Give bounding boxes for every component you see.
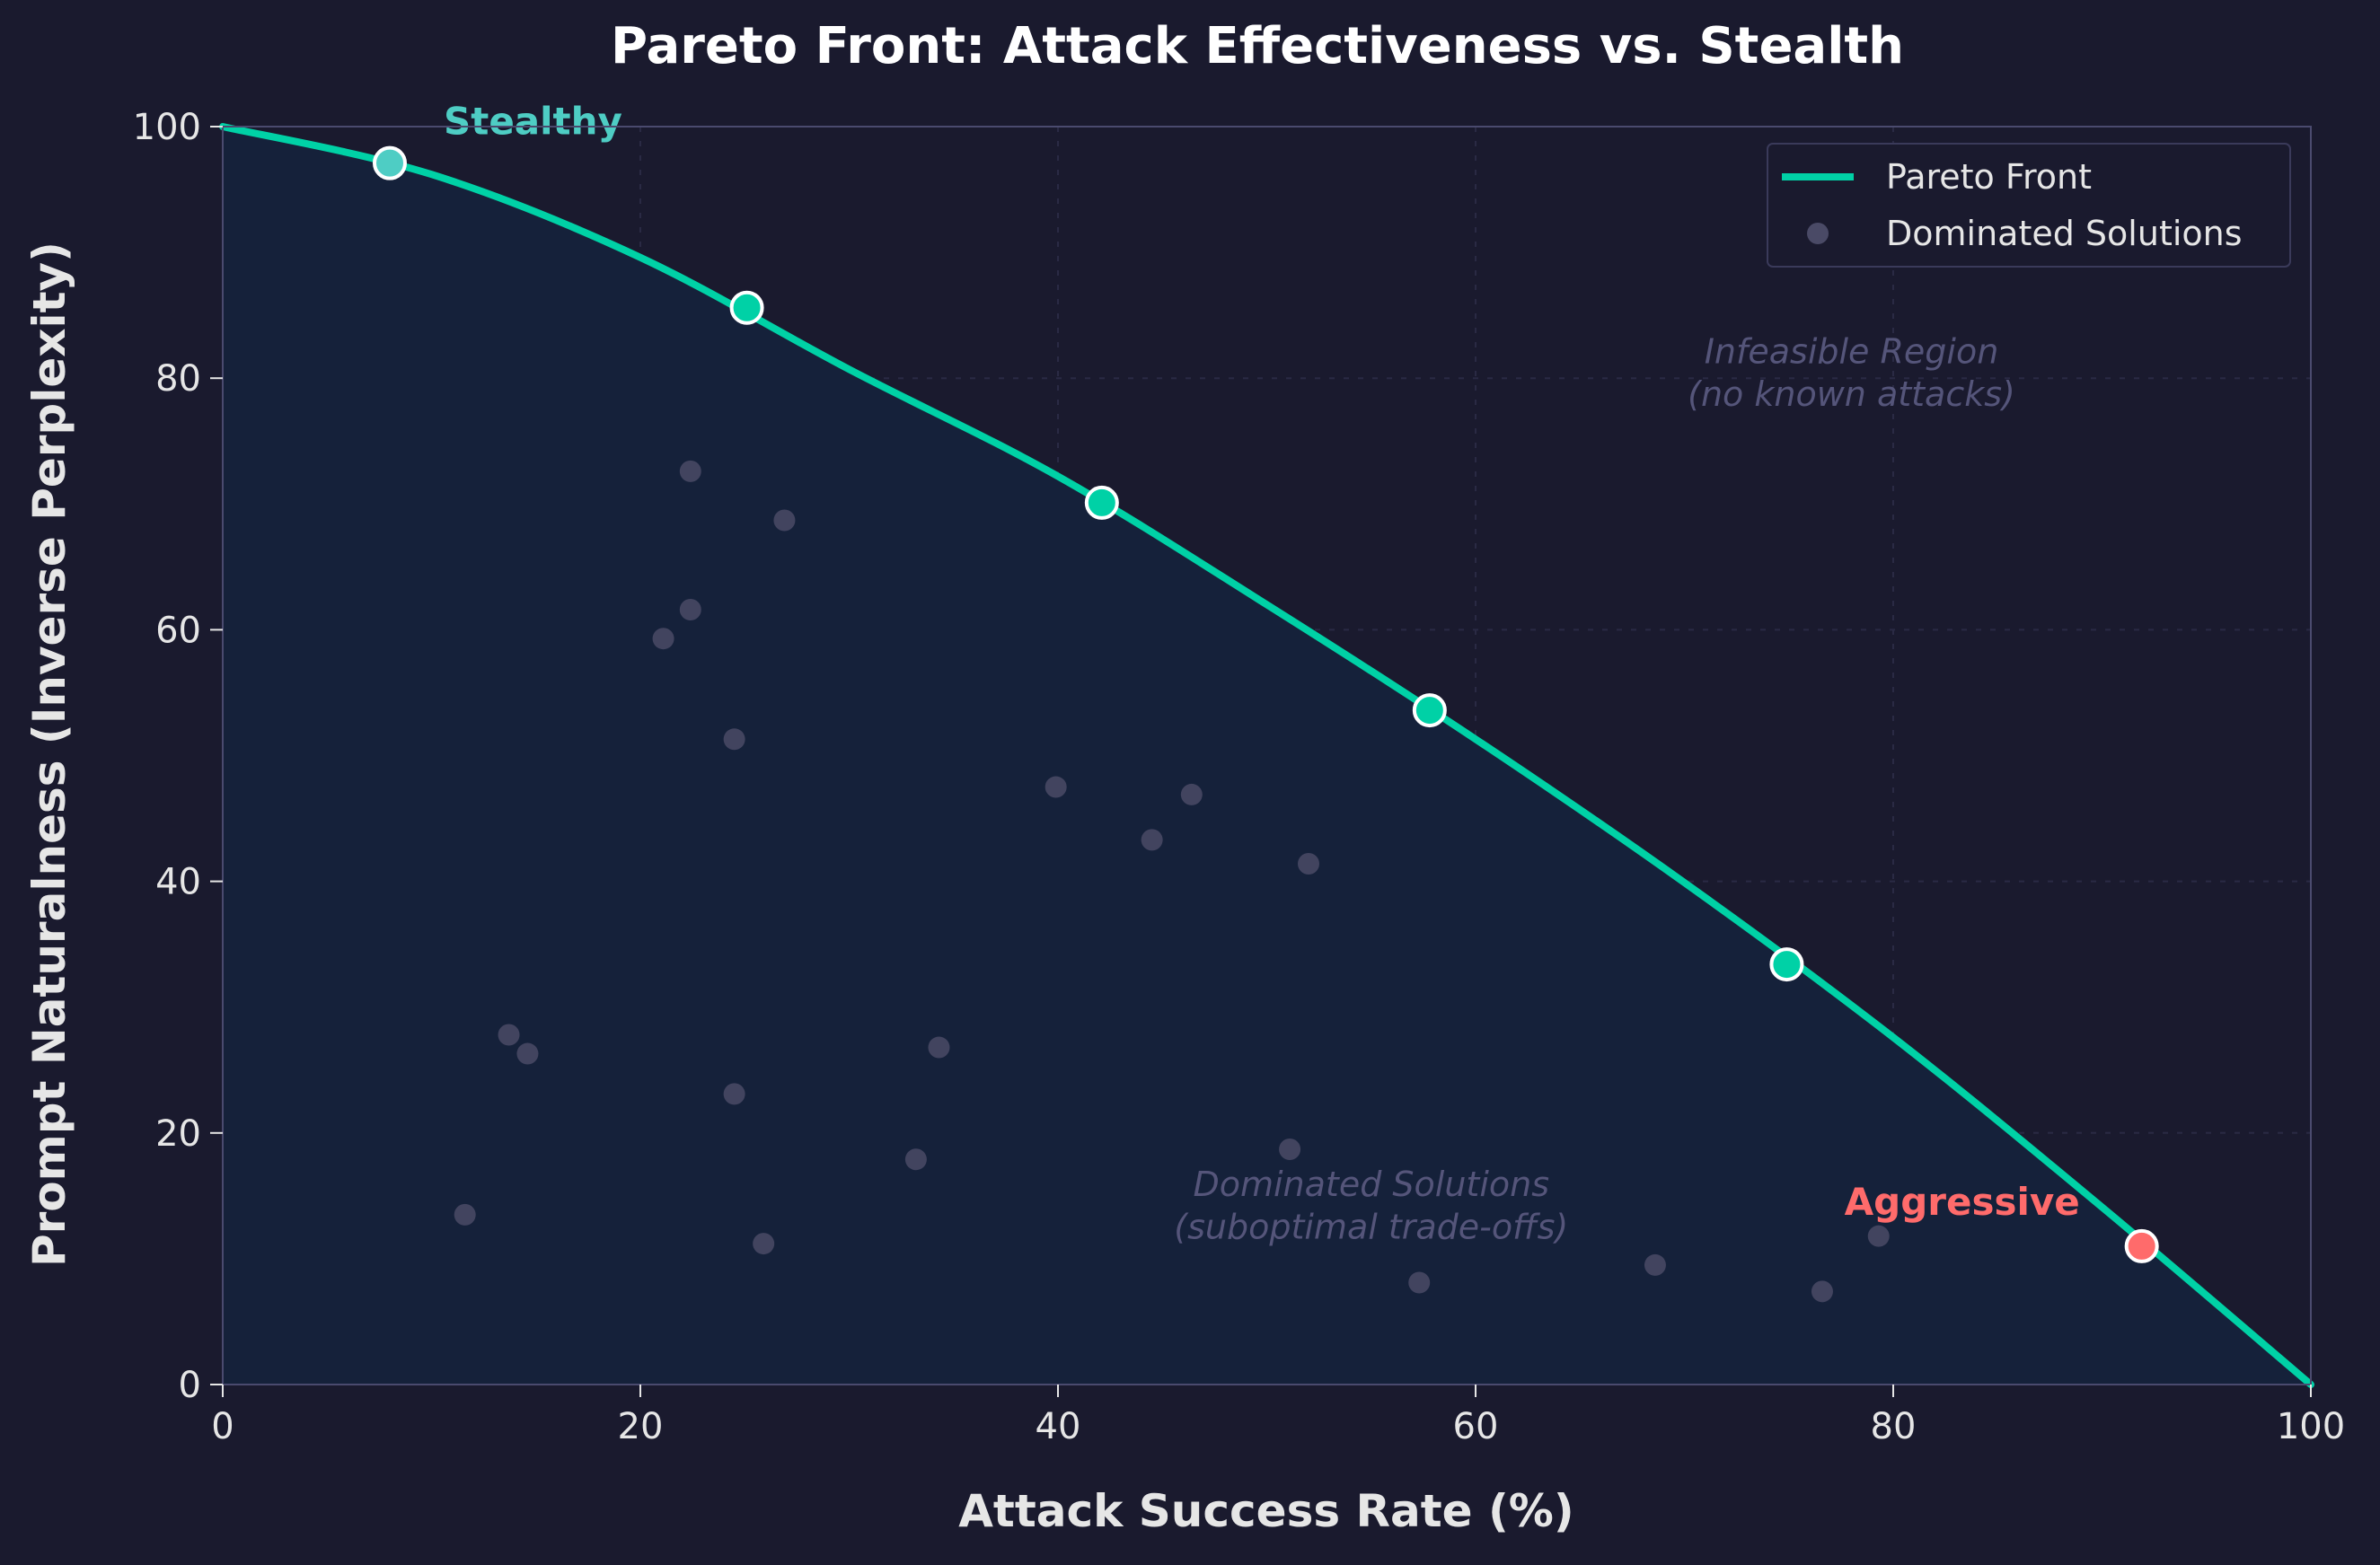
pareto-point <box>729 290 764 325</box>
pareto-point <box>2124 1228 2159 1263</box>
pareto-front-points <box>373 145 2159 1263</box>
infeasible-region-label: Infeasible Region <box>1705 331 1999 371</box>
dominated-point <box>723 728 745 751</box>
dominated-point <box>1045 776 1067 798</box>
plot-frame <box>222 126 2312 1385</box>
dominated-region-sublabel: (suboptimal trade-offs) <box>1174 1207 1568 1246</box>
pareto-point <box>373 145 407 180</box>
stealthy-label: Stealthy <box>444 100 622 144</box>
x-axis-label: Attack Success Rate (%) <box>958 1485 1574 1537</box>
dominated-region-label: Dominated Solutions <box>1193 1165 1549 1204</box>
dominated-point <box>1811 1280 1833 1303</box>
legend: Pareto Front Dominated Solutions <box>1767 143 2291 268</box>
x-tick-label: 100 <box>2277 1406 2345 1447</box>
dominated-point <box>498 1024 520 1046</box>
dominated-points <box>454 460 1890 1303</box>
dominated-point <box>1867 1225 1890 1247</box>
x-tick-label: 20 <box>618 1406 664 1447</box>
legend-pareto-label: Pareto Front <box>1886 157 2092 197</box>
pareto-front-line <box>219 123 2314 1388</box>
dominated-point <box>1279 1139 1301 1161</box>
pareto-point <box>1084 485 1119 520</box>
dominated-point <box>904 1148 927 1171</box>
dominated-point <box>679 598 701 620</box>
dominated-point <box>1644 1253 1666 1276</box>
chart-title: Pareto Front: Attack Effectiveness vs. S… <box>611 17 1904 75</box>
legend-dominated-label: Dominated Solutions <box>1886 214 2243 253</box>
dominated-point <box>773 509 796 532</box>
pareto-point <box>1412 693 1447 728</box>
dominated-point <box>928 1036 950 1059</box>
x-tick-label: 80 <box>1871 1406 1917 1447</box>
y-tick-label: 60 <box>155 610 201 651</box>
y-tick-label: 40 <box>155 862 201 903</box>
pareto-point <box>1769 947 1804 982</box>
y-tick-label: 80 <box>155 358 201 400</box>
dominated-point <box>1180 783 1203 805</box>
y-tick-label: 20 <box>155 1113 201 1155</box>
x-tick-label: 60 <box>1453 1406 1499 1447</box>
x-tick-label: 40 <box>1036 1406 1081 1447</box>
dominated-point <box>723 1083 745 1105</box>
plot-area: Infeasible Region (no known attacks) Dom… <box>219 100 2314 1388</box>
legend-dominated-swatch <box>1807 223 1829 244</box>
dominated-point <box>652 628 674 650</box>
dominated-point <box>516 1042 539 1065</box>
y-tick-label: 100 <box>133 107 201 148</box>
dominated-point <box>679 460 701 482</box>
x-axis-ticks: 0 20 40 60 80 100 <box>211 1385 2345 1447</box>
x-tick-label: 0 <box>211 1406 234 1447</box>
dominated-point <box>1141 829 1163 851</box>
y-axis-label: Prompt Naturalness (Inverse Perplexity) <box>23 242 75 1267</box>
dominated-point <box>454 1203 476 1226</box>
pareto-front-fill <box>223 127 2311 1385</box>
dominated-point <box>1298 852 1319 875</box>
legend-box <box>1767 143 2291 268</box>
y-tick-label: 0 <box>179 1365 201 1406</box>
dominated-point <box>753 1233 775 1255</box>
dominated-point <box>1408 1271 1431 1294</box>
y-axis-ticks: 0 20 40 60 80 100 <box>133 107 223 1406</box>
infeasible-region-sublabel: (no known attacks) <box>1688 374 2015 414</box>
aggressive-label: Aggressive <box>1845 1180 2080 1224</box>
